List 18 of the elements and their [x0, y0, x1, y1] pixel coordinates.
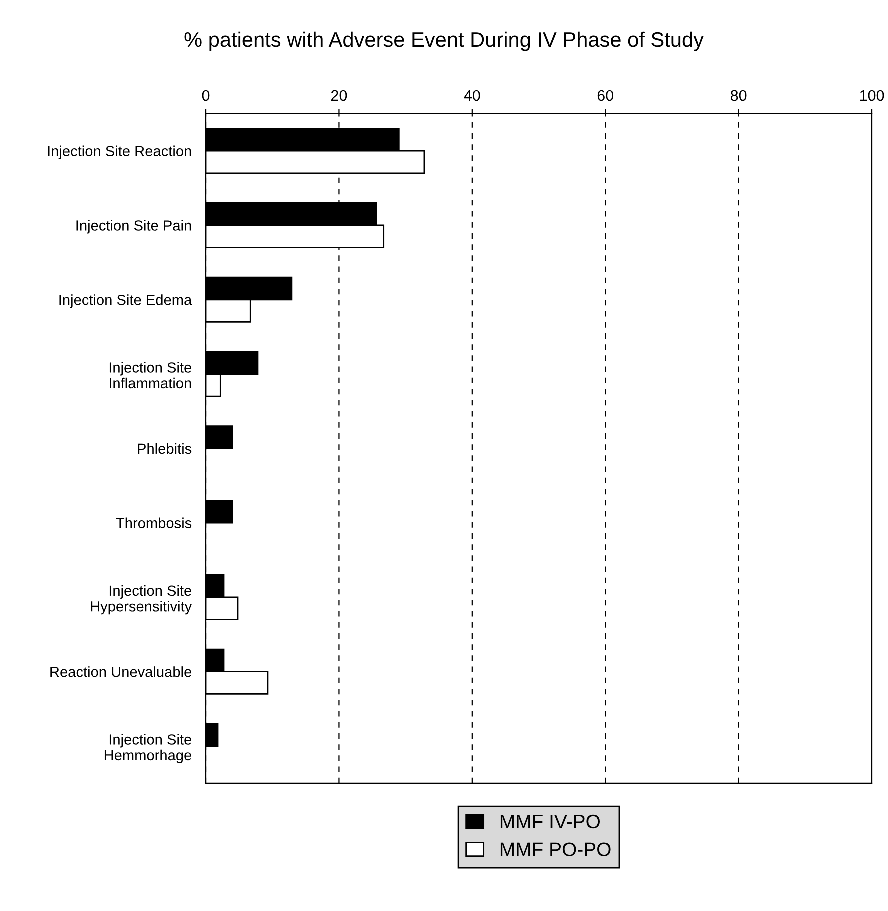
x-tick-label: 20: [331, 90, 348, 102]
legend-label: MMF IV-PO: [500, 814, 600, 829]
y-tick-label: Thrombosis: [116, 518, 192, 528]
y-tick-label: Injection Site Edema: [60, 294, 192, 308]
x-tick-label: 80: [730, 90, 747, 102]
y-tick-label: Injection Site Inflammation: [110, 362, 192, 389]
y-tick-label: Injection Site Pain: [76, 220, 192, 234]
x-tick-label: 40: [464, 90, 480, 102]
x-tick-label: 100: [860, 90, 884, 102]
y-tick-label: Injection Site Reaction: [48, 146, 192, 160]
x-tick-label: 0: [202, 90, 210, 102]
legend-label: MMF PO-PO: [500, 842, 611, 856]
x-tick-label: 60: [598, 90, 614, 102]
y-tick-label: Injection Site Hypersensitivity: [91, 585, 192, 615]
y-tick-label: Injection Site Hemmorhage: [104, 734, 192, 764]
y-tick-label: Phlebitis: [138, 443, 192, 454]
y-tick-label: Reaction Unevaluable: [50, 666, 192, 678]
chart-title: % patients with Adverse Event During IV Phase of Study: [184, 32, 704, 52]
